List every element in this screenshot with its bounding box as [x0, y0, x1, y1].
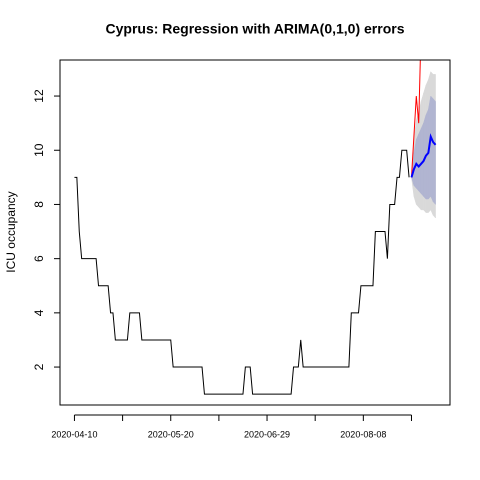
- forecast-mean-line: [410, 133, 437, 178]
- band-80: [416, 133, 419, 192]
- band-80: [418, 128, 422, 195]
- y-tick-label: 6: [32, 255, 46, 262]
- y-tick-label: 4: [32, 309, 46, 316]
- plot-frame: [59, 59, 451, 406]
- chart-title: Cyprus: Regression with ARIMA(0,1,0) err…: [106, 21, 405, 37]
- plot-area: [74, 60, 437, 395]
- y-tick-label: 8: [32, 201, 46, 208]
- y-tick-label: 12: [32, 89, 46, 103]
- x-tick-label: 2020-06-29: [244, 429, 290, 439]
- y-tick-label: 2: [32, 363, 46, 370]
- y-tick-label: 10: [32, 143, 46, 157]
- observed-line: [74, 149, 410, 395]
- y-axis-label: ICU occupancy: [4, 191, 18, 272]
- x-tick-label: 2020-08-08: [340, 429, 386, 439]
- band-80: [430, 95, 434, 202]
- x-tick-label: 2020-05-20: [148, 429, 194, 439]
- band-80: [432, 98, 436, 206]
- x-tick-label: 2020-04-10: [51, 429, 97, 439]
- actual-line: [410, 60, 421, 178]
